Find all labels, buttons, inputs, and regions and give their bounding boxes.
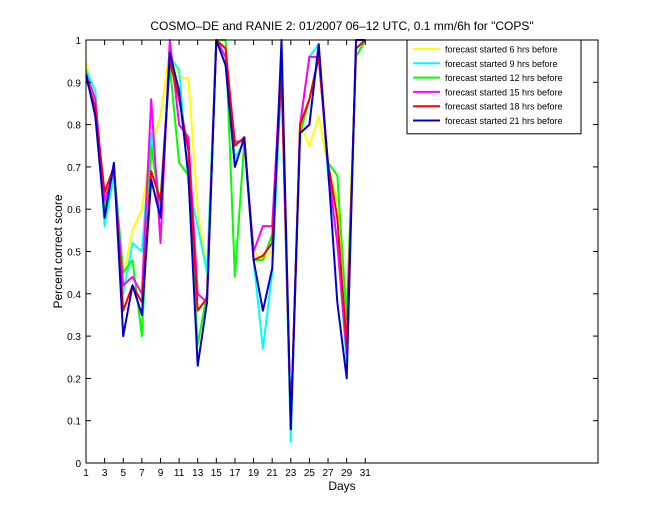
legend: forecast started 6 hrs before forecast st… [406,39,582,135]
x-tick-label: 19 [248,468,260,479]
y-tick-label: 0 [75,459,81,470]
y-tick-label: 0.4 [67,290,81,301]
y-tick-label: 0.2 [67,374,81,385]
y-tick-label: 0.1 [67,417,81,428]
x-tick-label: 3 [102,468,108,479]
x-tick-label: 31 [360,468,372,479]
series-line-6 [86,39,366,431]
legend-entry-6: forecast started 21 hrs before [445,116,563,126]
x-axis-label: Days [328,479,355,493]
x-tick-label: 7 [139,468,145,479]
x-tick-label: 15 [211,468,223,479]
x-tick-label: 23 [285,468,297,479]
legend-entry-1: forecast started 6 hrs before [445,45,558,55]
y-tick-label: 0.5 [67,248,81,259]
ticks-group: 1 3 5 7 9 11 13 15 17 19 21 23 25 27 29 3100.10.20.30.4… [67,36,598,479]
legend-entry-3: forecast started 12 hrs before [445,73,563,83]
y-tick-label: 0.6 [67,205,81,216]
x-tick-label: 11 [174,468,185,479]
legend-entry-2: forecast started 9 hrs before [445,59,558,69]
x-tick-label: 21 [267,468,279,479]
x-tick-label: 9 [158,468,164,479]
x-tick-label: 17 [229,468,241,479]
y-axis-label: Percent correct score [51,194,65,308]
legend-box [406,39,582,135]
y-tick-label: 0.9 [67,78,81,89]
x-tick-label: 5 [120,468,126,479]
chart-title: COSMO–DE and RANIE 2: 01/2007 06–12 UTC,… [150,19,533,33]
x-tick-label: 29 [341,468,353,479]
y-tick-label: 0.3 [67,332,81,343]
y-tick-label: 0.7 [67,163,81,174]
x-tick-label: 13 [192,468,204,479]
legend-entry-5: forecast started 18 hrs before [445,102,563,112]
x-tick-label: 25 [304,468,316,479]
x-tick-label: 27 [322,468,334,479]
y-tick-label: 0.8 [67,121,81,132]
y-tick-label: 1 [75,36,81,47]
legend-entry-4: forecast started 15 hrs before [445,87,563,97]
x-tick-label: 1 [83,468,89,479]
